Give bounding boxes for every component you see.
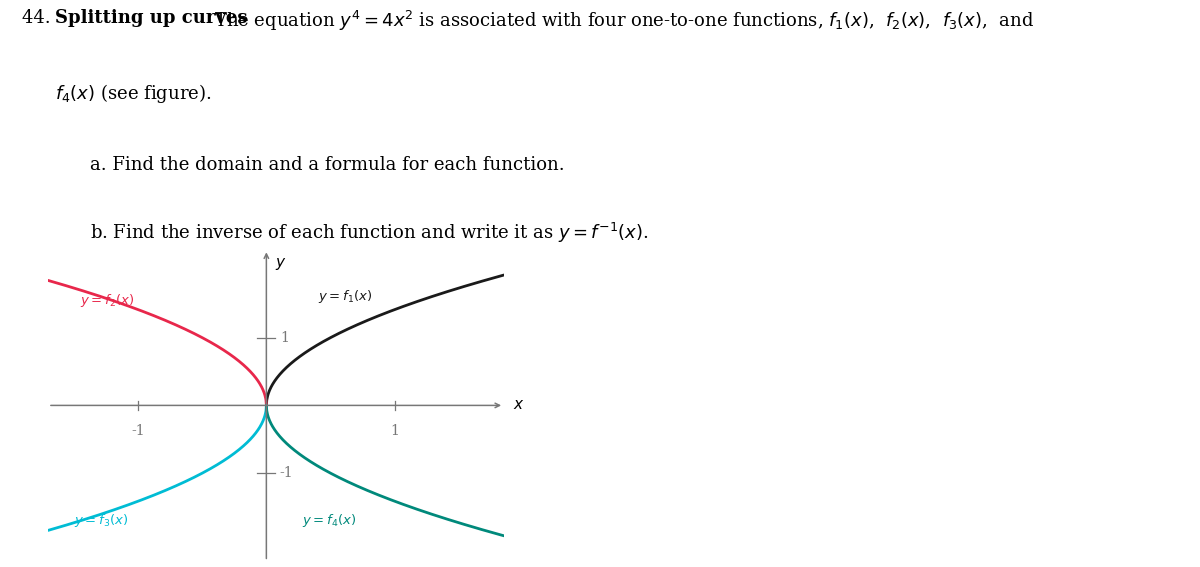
Text: Splitting up curves: Splitting up curves: [55, 9, 257, 27]
Text: $y = f_3(x)$: $y = f_3(x)$: [73, 512, 128, 529]
Text: $x$: $x$: [512, 399, 524, 412]
Text: $f_4(x)$ (see figure).: $f_4(x)$ (see figure).: [55, 82, 211, 105]
Text: $y = f_4(x)$: $y = f_4(x)$: [302, 512, 356, 529]
Text: 1: 1: [390, 424, 400, 438]
Text: 44.: 44.: [22, 9, 59, 27]
Text: 1: 1: [280, 331, 289, 345]
Text: The equation $y^4 = 4x^2$ is associated with four one-to-one functions, $f_1(x)$: The equation $y^4 = 4x^2$ is associated …: [214, 9, 1033, 33]
Text: $y$: $y$: [275, 256, 287, 272]
Text: -1: -1: [280, 466, 294, 480]
Text: b. Find the inverse of each function and write it as $y = f^{-1}(x)$.: b. Find the inverse of each function and…: [90, 221, 648, 246]
Text: $y = f_1(x)$: $y = f_1(x)$: [318, 289, 372, 306]
Text: a. Find the domain and a formula for each function.: a. Find the domain and a formula for eac…: [90, 156, 565, 174]
Text: $y = f_2(x)$: $y = f_2(x)$: [80, 292, 134, 309]
Text: -1: -1: [131, 424, 145, 438]
